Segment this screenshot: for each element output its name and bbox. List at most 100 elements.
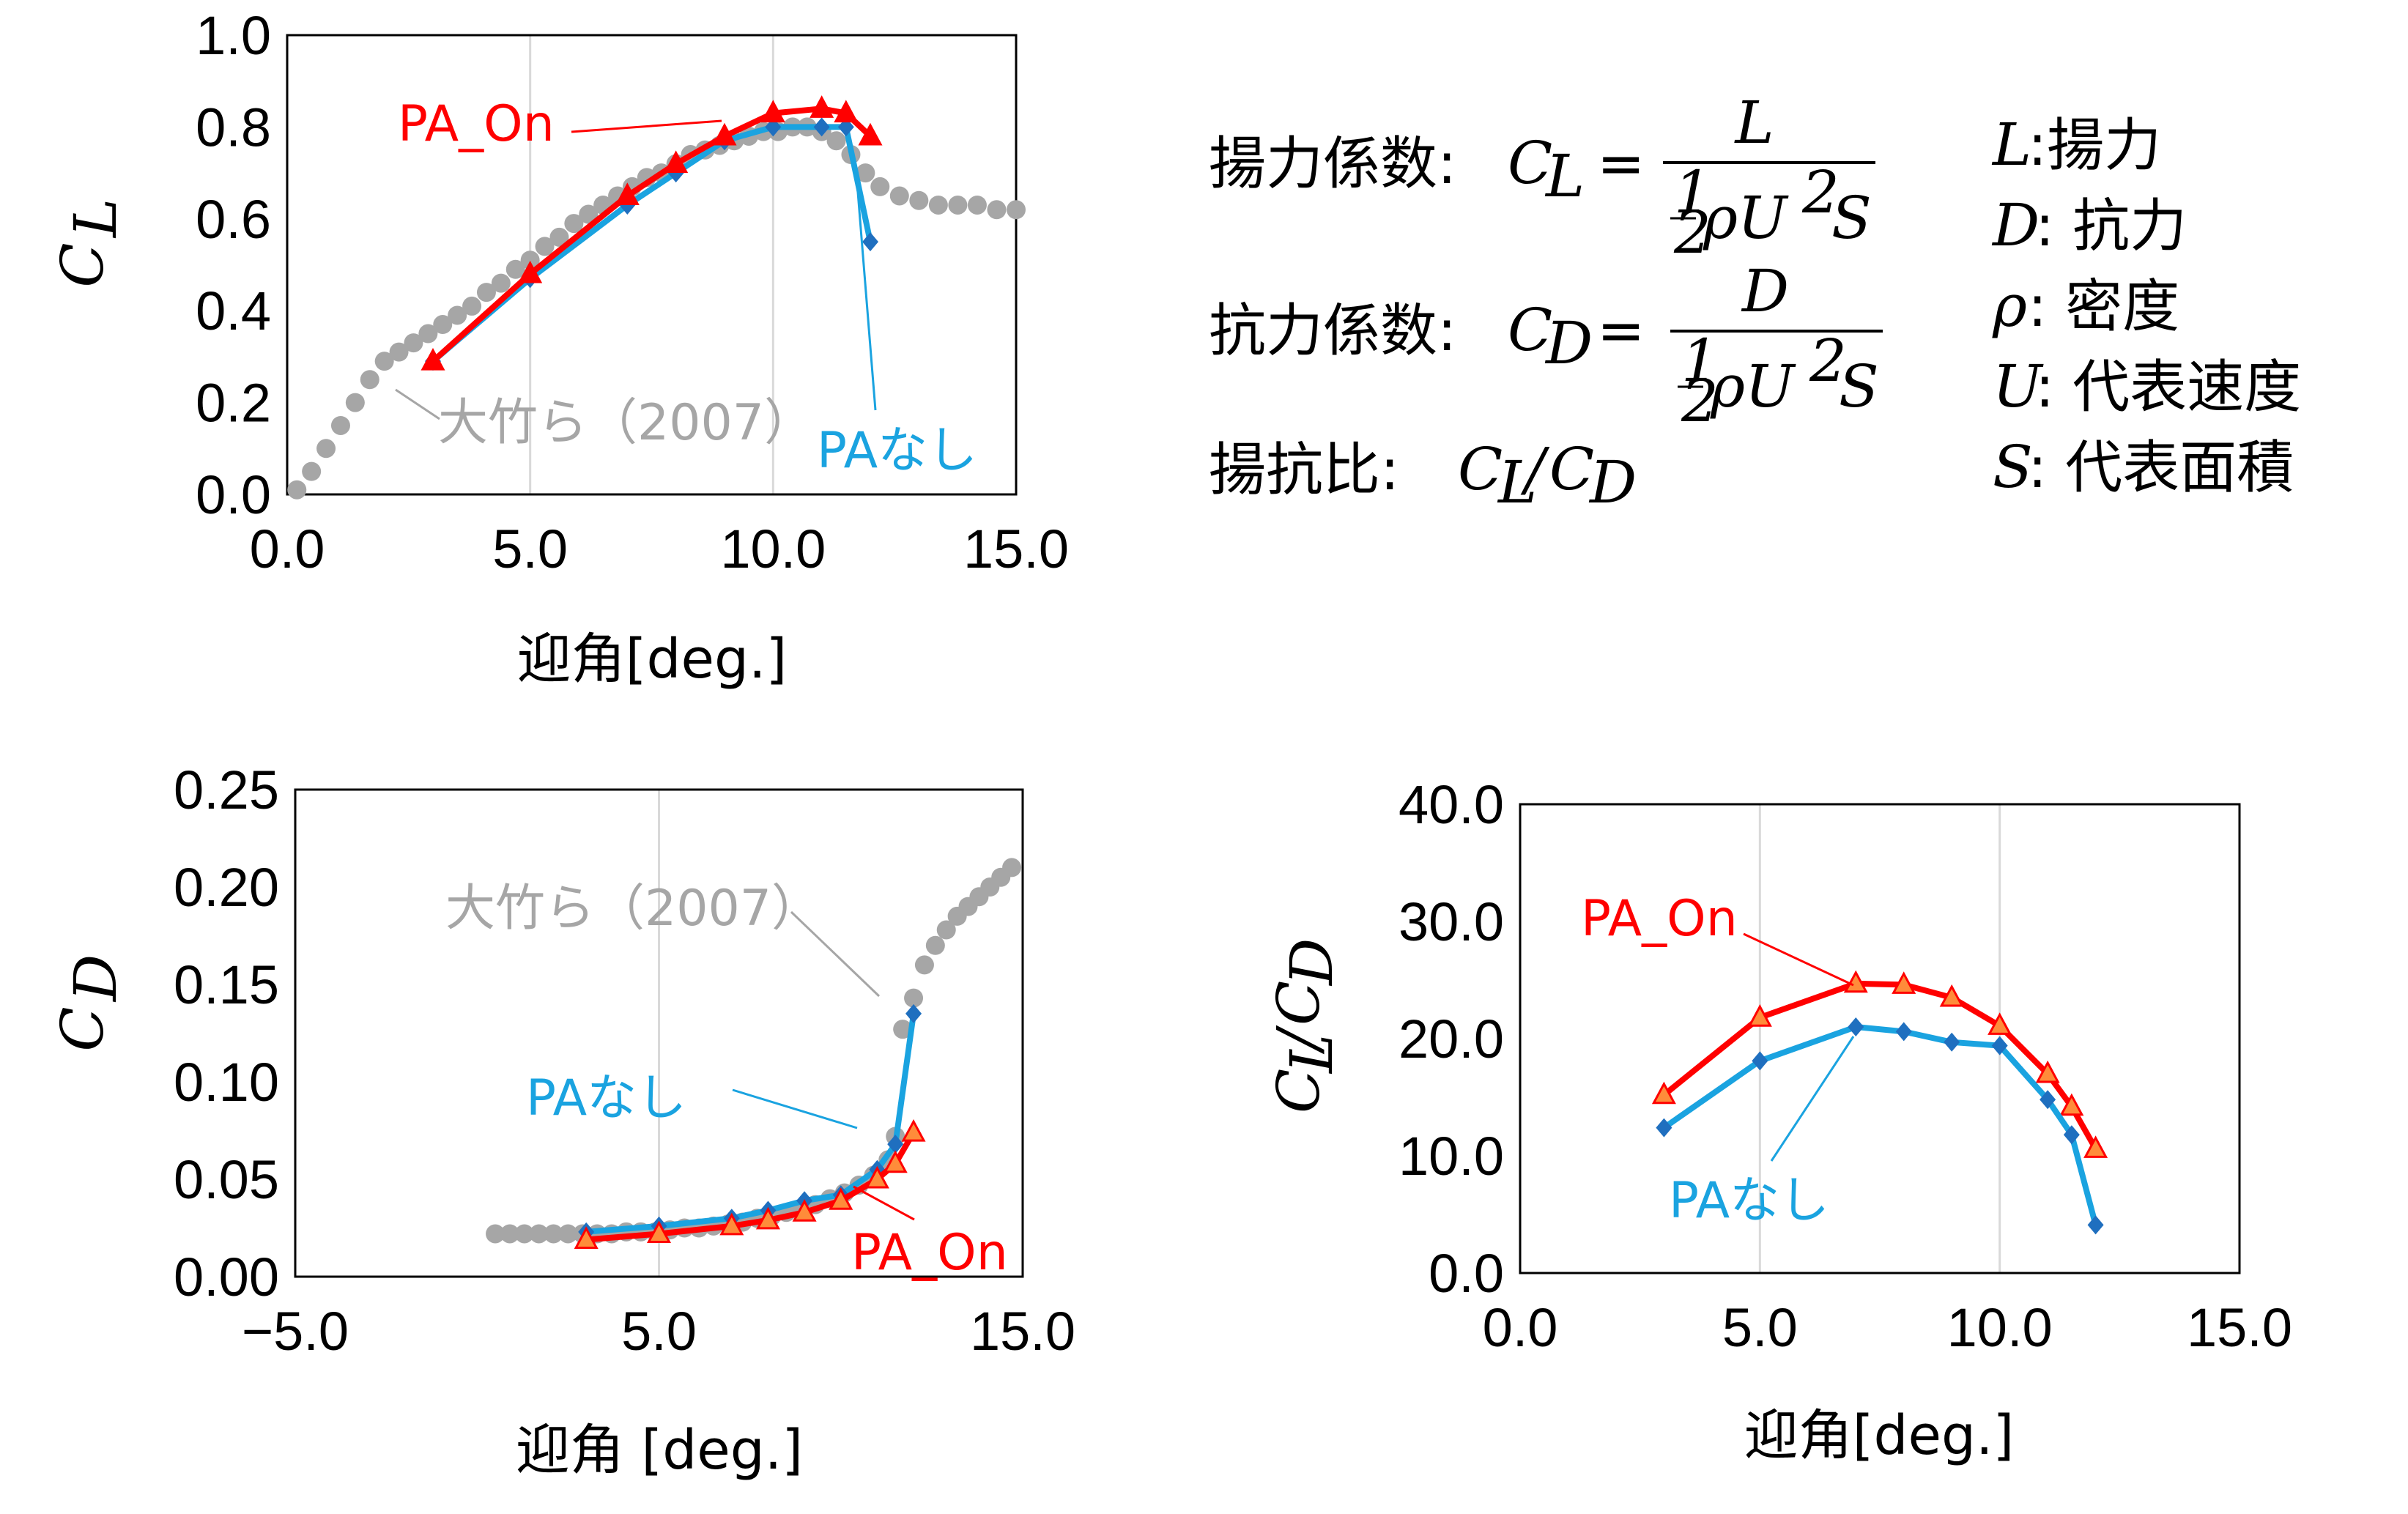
ld-pa-on-leader xyxy=(1743,932,1854,987)
cl-y-tick-label: 0.6 xyxy=(196,189,271,250)
cl-otake-point xyxy=(360,370,379,390)
formula-cl-den-body: ρU xyxy=(1703,184,1789,252)
cl-otake-point xyxy=(909,190,929,210)
formula-cd: 抗力係数: C D = D 1 2 ρU 2 S xyxy=(1209,257,1883,435)
cd-otake-point xyxy=(1002,858,1022,877)
cd-pa-on-marker xyxy=(864,1165,889,1189)
cd-y-tick-label: 0.15 xyxy=(174,954,279,1015)
cl-otake-point xyxy=(928,195,948,215)
ld-y-axis-label: C L / C D xyxy=(1264,938,1346,1113)
ld-chart: 0.0 5.0 10.0 15.0 0.0 10.0 20.0 30.0 40.0 PA_On… xyxy=(1264,774,2292,1467)
formula-cl-numerator: L xyxy=(1733,89,1774,157)
cd-otake-point xyxy=(936,920,956,940)
cd-x-tick-labels: −5.0 5.0 15.0 xyxy=(242,1301,1075,1362)
cl-otake-point xyxy=(389,342,409,362)
cl-pa-on-marker xyxy=(664,150,689,174)
cl-otake-point xyxy=(948,195,968,215)
cd-x-tick-label: −5.0 xyxy=(242,1301,349,1362)
symbol-def-l: L :揚力 xyxy=(1991,111,2161,179)
cd-pa-nashi-leader xyxy=(732,1088,858,1129)
symbol-def-s: S : 代表面積 xyxy=(1993,433,2294,501)
ld-pa-on-marker xyxy=(2059,1093,2084,1116)
cl-otake-point xyxy=(870,177,890,196)
ld-pa-nashi-marker xyxy=(1848,1017,1864,1036)
cl-x-tick-label: 5.0 xyxy=(492,519,568,579)
symbol-def-d-text: : 抗力 xyxy=(2035,193,2187,259)
cl-pa-nashi-marker xyxy=(813,117,830,137)
cd-series-group xyxy=(486,858,1022,1249)
formula-cd-lhs-sub: D xyxy=(1544,309,1593,377)
ld-pa-nashi-leader xyxy=(1770,1036,1855,1162)
cl-otake-point xyxy=(505,259,525,279)
cd-otake-point xyxy=(514,1224,534,1244)
cl-x-axis-label: 迎角[deg.] xyxy=(517,628,788,691)
ld-x-tick-label: 15.0 xyxy=(2187,1297,2292,1358)
ld-pa-nashi-marker xyxy=(1944,1032,1960,1052)
ld-series-pa-on xyxy=(1651,970,2108,1158)
cl-otake-point xyxy=(520,251,540,270)
cd-pa-nashi-annotation: PAなし xyxy=(526,1069,686,1127)
cd-pa-on-marker xyxy=(829,1187,853,1210)
cl-otake-point xyxy=(826,131,846,151)
cl-pa-nashi-line xyxy=(431,124,873,364)
formula-cd-half-den: 2 xyxy=(1681,367,1719,435)
cd-pa-on-marker xyxy=(574,1226,599,1249)
cl-otake-point xyxy=(316,439,336,459)
formula-ld-label: 揚抗比: xyxy=(1209,437,1399,503)
ld-pa-on-marker xyxy=(2035,1060,2060,1083)
cd-pa-on-marker xyxy=(792,1199,817,1222)
cl-pa-on-marker xyxy=(615,182,640,205)
cd-otake-point xyxy=(544,1224,563,1244)
cl-otake-point xyxy=(433,315,453,335)
cl-pa-nashi-marker xyxy=(862,232,878,252)
cl-otake-point xyxy=(476,283,496,303)
cl-pa-nashi-leader xyxy=(856,182,877,411)
cl-otake-point xyxy=(418,324,438,344)
cl-otake-leader xyxy=(395,388,440,420)
ld-pa-on-marker xyxy=(1892,971,1916,994)
cd-y-axis-label: C D xyxy=(48,954,130,1052)
formula-cd-den-tail: S xyxy=(1839,352,1879,420)
cl-y-axis-label: C L xyxy=(48,198,130,288)
formula-ld-c1: C xyxy=(1458,435,1503,503)
symbol-definitions: L :揚力 D : 抗力 ρ : 密度 U : 代表速度 S : 代表面積 xyxy=(1991,111,2301,501)
cl-otake-point xyxy=(564,214,584,234)
cd-otake-point xyxy=(558,1224,578,1244)
cl-y-label-c: C xyxy=(48,242,116,287)
ld-pa-on-annotation: PA_On xyxy=(1581,890,1738,948)
cl-otake-point xyxy=(345,393,365,412)
cl-pa-on-marker xyxy=(421,348,445,371)
cd-pa-nashi-marker xyxy=(887,1135,904,1154)
formula-cd-lhs: C xyxy=(1508,296,1552,364)
formula-cd-label: 抗力係数: xyxy=(1209,298,1456,364)
cl-plot-area xyxy=(286,34,1018,496)
cd-pa-on-marker xyxy=(883,1150,908,1173)
ld-y-label-sub1: L xyxy=(1278,1034,1346,1075)
cl-otake-point xyxy=(987,200,1007,220)
cd-pa-on-marker xyxy=(901,1118,926,1142)
cd-x-tick-label: 15.0 xyxy=(970,1301,1075,1362)
formula-cl-label: 揚力係数: xyxy=(1209,131,1456,197)
ld-x-tick-label: 5.0 xyxy=(1722,1297,1798,1358)
ld-pa-on-marker xyxy=(1843,970,1868,993)
cl-y-tick-label: 0.0 xyxy=(196,464,271,525)
cl-otake-point xyxy=(404,333,423,353)
ld-y-tick-label: 0.0 xyxy=(1429,1243,1504,1304)
cd-pa-on-marker xyxy=(646,1220,672,1243)
cd-pa-on-leader xyxy=(853,1185,915,1221)
cd-otake-point xyxy=(914,955,934,975)
ld-pa-nashi-marker xyxy=(2087,1215,2104,1235)
cl-pa-nashi-annotation: PAなし xyxy=(817,422,977,480)
ld-pa-nashi-marker xyxy=(2063,1125,2080,1145)
cl-otake-point xyxy=(287,480,307,500)
formula-cd-equals: = xyxy=(1597,298,1645,364)
formula-ld-sub2: D xyxy=(1588,448,1637,516)
cl-pa-on-annotation: PA_On xyxy=(398,95,555,153)
cd-pa-on-marker xyxy=(755,1206,780,1230)
ld-pa-on-marker xyxy=(1939,984,1964,1007)
formula-ld: 揚抗比: C L / C D xyxy=(1209,435,1637,516)
formula-cl-half-den: 2 xyxy=(1673,198,1711,267)
formula-cl-equals: = xyxy=(1597,131,1645,197)
cl-pa-on-marker xyxy=(810,95,834,118)
cl-otake-point xyxy=(330,415,350,435)
